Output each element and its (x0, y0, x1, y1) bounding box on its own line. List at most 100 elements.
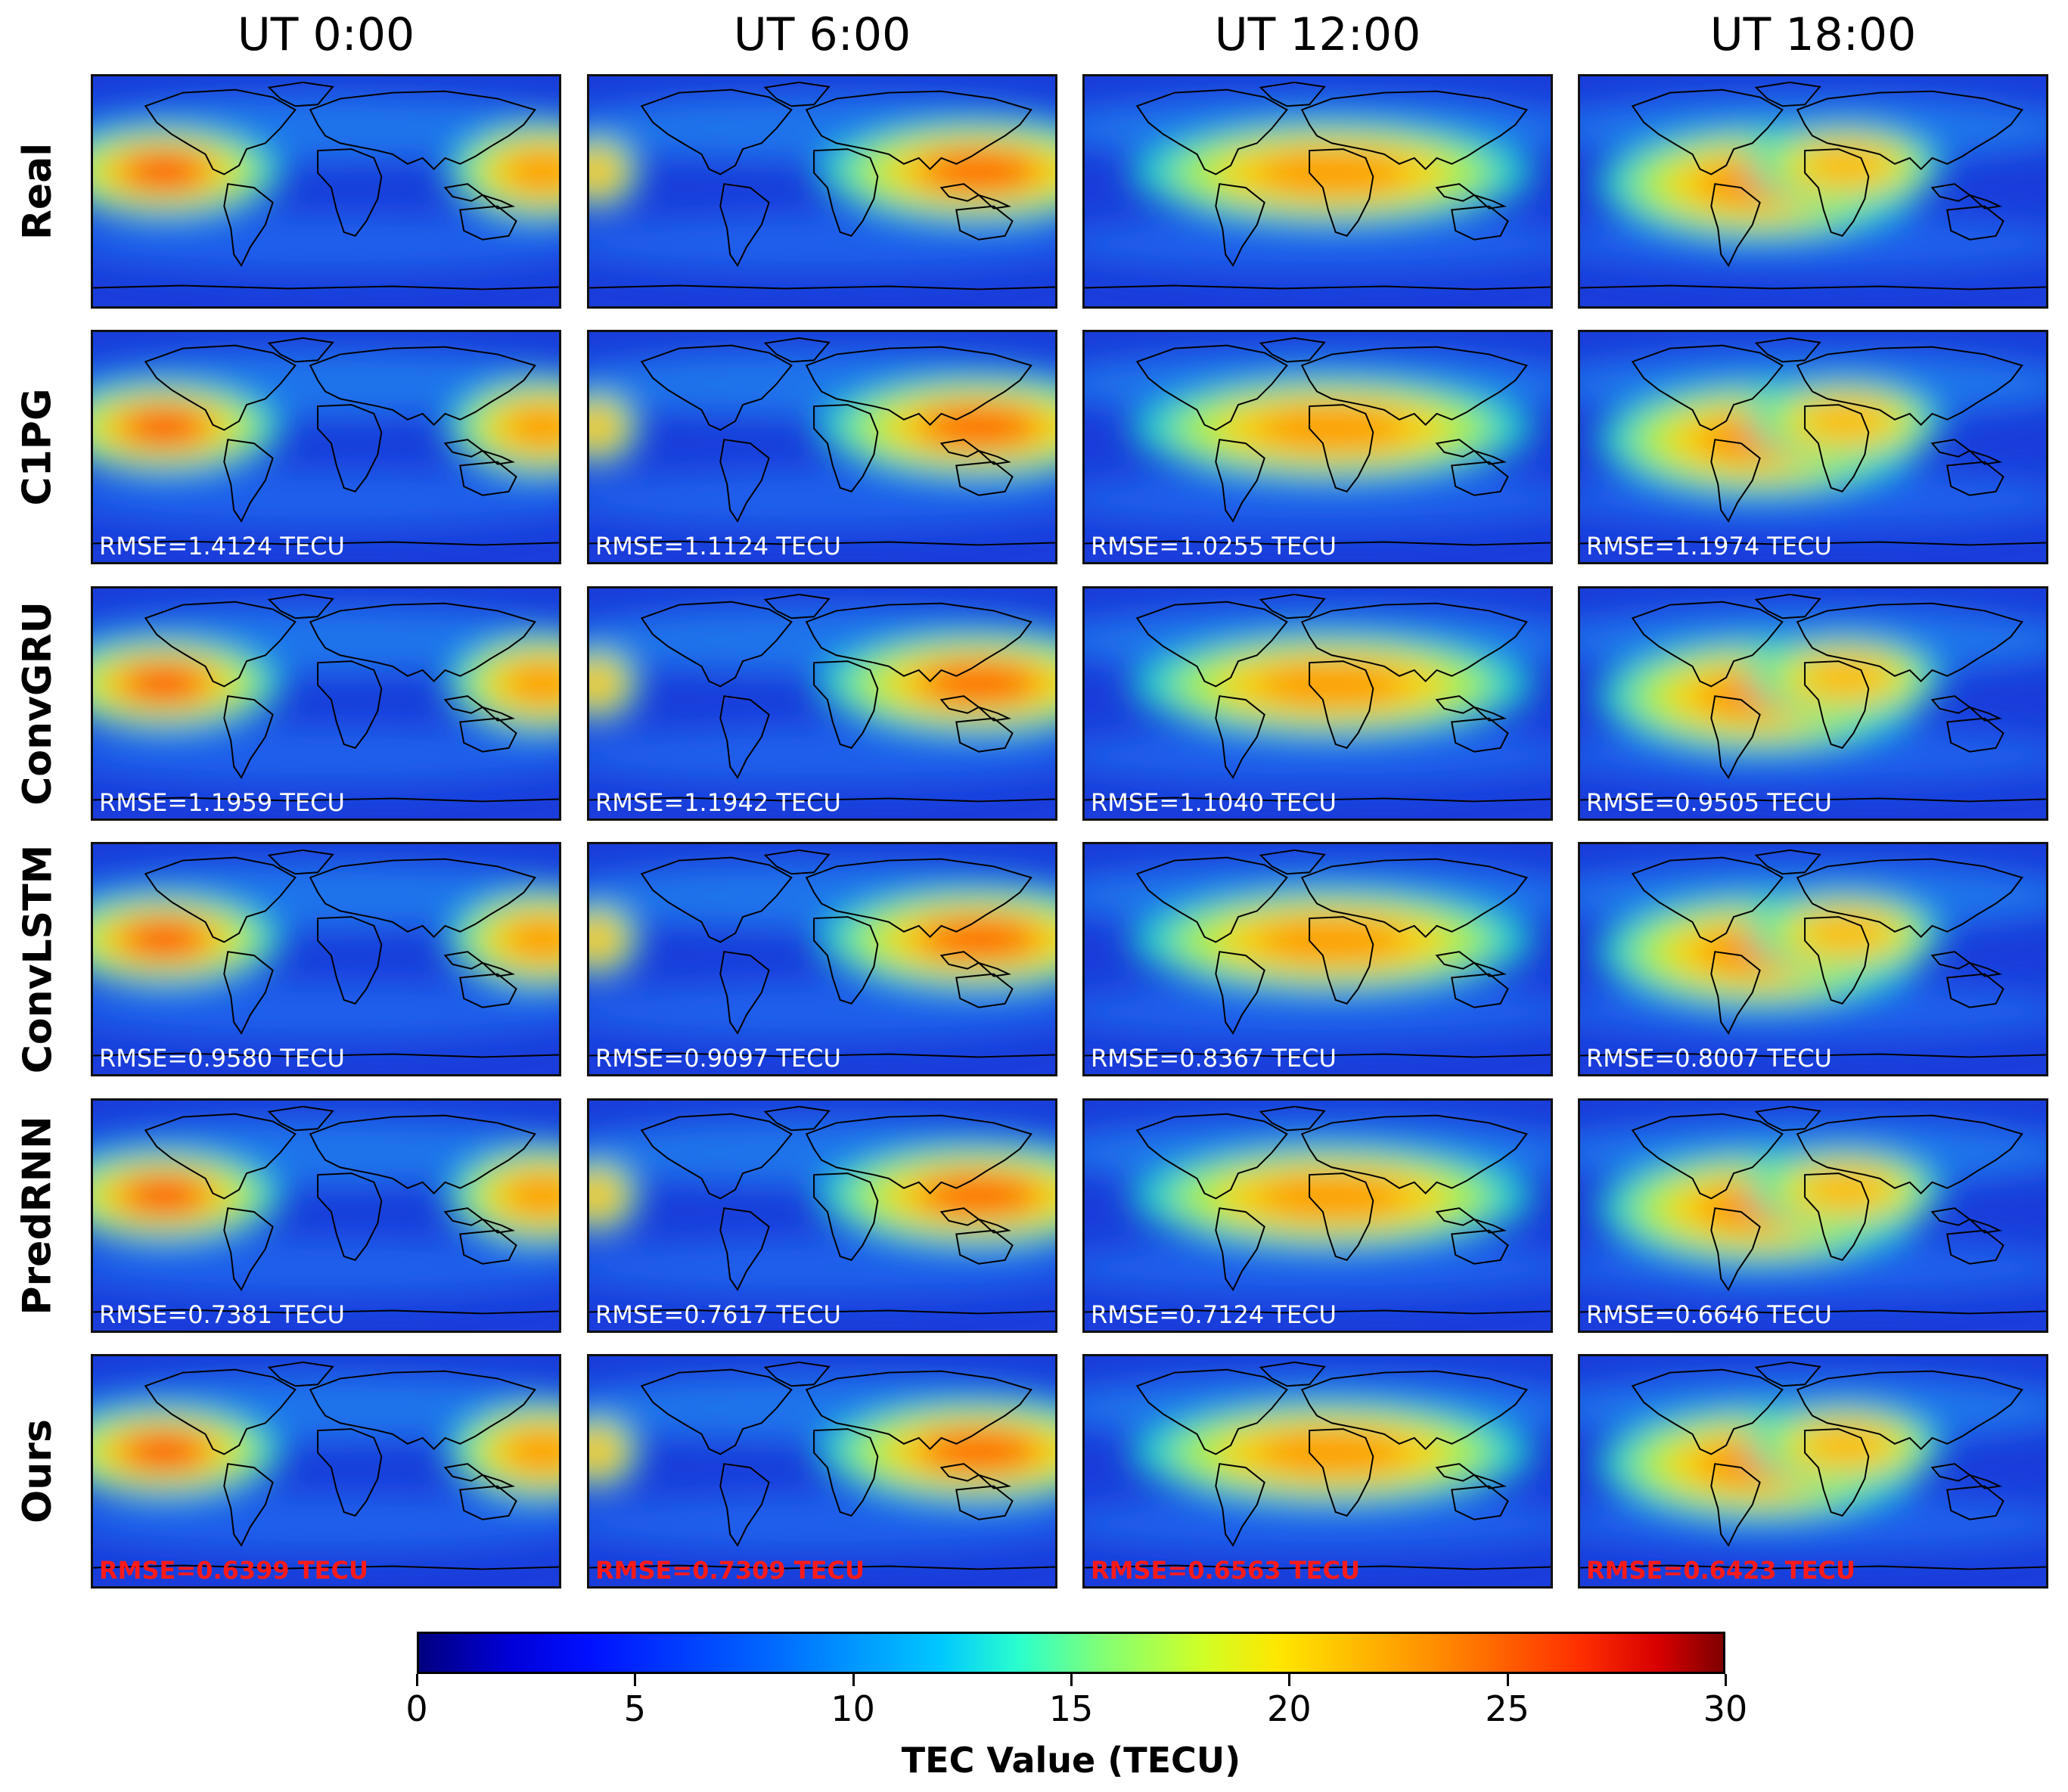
coastline (309, 90, 536, 170)
tec-heatmap (589, 1356, 1055, 1586)
coastline (589, 1052, 1055, 1058)
coastline (482, 706, 515, 722)
coastline (978, 449, 1011, 465)
tec-heatmap (93, 1356, 559, 1586)
colorbar-tick (1725, 1674, 1727, 1686)
colorbar-tick (852, 1674, 855, 1686)
coastline (1796, 1370, 2023, 1450)
tec-heatmap (589, 1101, 1055, 1331)
tec-heatmap (1085, 1356, 1551, 1586)
colorbar-tick-label: 5 (623, 1688, 646, 1729)
coastline (1580, 1052, 2046, 1058)
coastline (1300, 1114, 1528, 1194)
coastline (805, 1370, 1032, 1450)
colorbar-tick-label: 20 (1267, 1688, 1312, 1729)
coastline (1300, 90, 1528, 170)
coastline (1710, 183, 1761, 268)
coastline (719, 951, 770, 1036)
coastline (1710, 1463, 1761, 1548)
coastline (1309, 916, 1374, 1005)
tec-heatmap (1580, 589, 2046, 818)
coastline (267, 337, 334, 363)
coastline (1300, 858, 1528, 938)
coastline (1930, 695, 1971, 714)
coastline (1300, 346, 1528, 426)
coastline (805, 858, 1032, 938)
tec-map-panel: RMSE=0.7617 TECU (587, 1098, 1057, 1333)
tec-heatmap (589, 76, 1055, 306)
coastline (813, 916, 879, 1005)
coastline (805, 1114, 1032, 1194)
tec-map-panel (91, 74, 561, 309)
coastline (640, 344, 793, 431)
colorbar (417, 1632, 1725, 1674)
tec-map-panel: RMSE=0.7381 TECU (91, 1098, 561, 1333)
coastline (589, 540, 1055, 546)
coastline (1796, 1114, 2023, 1194)
coastline (1435, 695, 1476, 714)
rmse-label: RMSE=1.1959 TECU (99, 788, 345, 817)
coastline (1796, 346, 2023, 426)
tec-map-panel: RMSE=0.6646 TECU (1578, 1098, 2048, 1333)
colorbar-tick-label: 30 (1703, 1688, 1748, 1729)
coastline (1309, 404, 1374, 492)
coastline (1259, 849, 1326, 875)
coastline (640, 856, 793, 943)
tec-map-panel: RMSE=1.0255 TECU (1082, 330, 1553, 564)
colorbar-tick (1288, 1674, 1291, 1686)
coastline (267, 849, 334, 875)
coastline (309, 1370, 536, 1450)
rmse-label: RMSE=1.0255 TECU (1091, 532, 1337, 561)
coastline (1215, 1207, 1265, 1292)
colorbar-label: TEC Value (TECU) (901, 1740, 1241, 1781)
coastline (640, 601, 793, 688)
rmse-label: RMSE=0.6399 TECU (99, 1556, 368, 1585)
coastline (93, 1052, 559, 1058)
coastline (317, 1172, 383, 1261)
coastline (1631, 1113, 1784, 1200)
coastline (763, 849, 831, 875)
coastline (813, 404, 879, 492)
coastline (1804, 148, 1870, 237)
coastline (1309, 148, 1374, 237)
coastline (978, 1218, 1011, 1234)
coastline (1710, 951, 1761, 1036)
coastline (719, 439, 770, 523)
coastline (955, 973, 1014, 1008)
coastline (1580, 1564, 2046, 1570)
coastline (223, 1463, 274, 1548)
coastline (1754, 1361, 1821, 1387)
column-title: UT 18:00 (1709, 8, 1917, 61)
coastline (1259, 81, 1326, 107)
rmse-label: RMSE=1.1974 TECU (1586, 532, 1832, 561)
coastline (1473, 194, 1507, 210)
coastline (223, 951, 274, 1036)
coastline (1754, 849, 1821, 875)
colorbar-tick-label: 0 (405, 1688, 428, 1729)
coastline (1451, 717, 1509, 753)
coastline (144, 89, 297, 175)
row-label: Real (15, 142, 61, 241)
tec-map-panel (1082, 74, 1553, 309)
coastline (1796, 602, 2023, 682)
coastline (1473, 961, 1507, 977)
coastline (317, 916, 383, 1005)
coastline (813, 1428, 879, 1517)
coastline (1259, 337, 1326, 363)
coastline (1969, 706, 2002, 722)
tec-map-panel: RMSE=1.1040 TECU (1082, 586, 1553, 821)
coastline (1946, 973, 2004, 1008)
coastline (763, 1361, 831, 1387)
rmse-label: RMSE=0.8007 TECU (1586, 1044, 1832, 1073)
tec-heatmap (1580, 76, 2046, 306)
coastline (1473, 706, 1507, 722)
coastline (144, 601, 297, 688)
coastline (317, 148, 383, 237)
tec-heatmap (93, 844, 559, 1074)
coastline (482, 961, 515, 977)
tec-map-panel: RMSE=0.7124 TECU (1082, 1098, 1553, 1333)
coastline (939, 1207, 980, 1226)
tec-map-panel: RMSE=0.9505 TECU (1578, 586, 2048, 821)
coastline (1946, 1485, 2004, 1520)
